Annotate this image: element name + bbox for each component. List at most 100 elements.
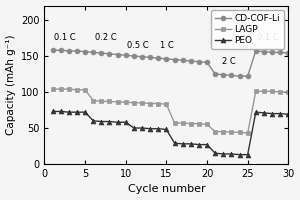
LAGP bbox=[205, 123, 209, 126]
PEO bbox=[140, 127, 144, 129]
LAGP bbox=[246, 132, 250, 134]
PEO bbox=[92, 120, 95, 122]
LAGP bbox=[286, 91, 290, 93]
CD-COF-Li bbox=[165, 58, 168, 60]
LAGP bbox=[262, 90, 266, 92]
PEO bbox=[254, 111, 258, 113]
PEO bbox=[75, 111, 79, 113]
CD-COF-Li bbox=[238, 75, 241, 77]
LAGP bbox=[51, 88, 54, 90]
PEO bbox=[262, 112, 266, 114]
LAGP bbox=[100, 100, 103, 103]
PEO bbox=[124, 121, 128, 123]
CD-COF-Li bbox=[213, 73, 217, 75]
CD-COF-Li bbox=[108, 53, 111, 55]
PEO bbox=[213, 152, 217, 154]
LAGP bbox=[213, 130, 217, 133]
PEO bbox=[67, 111, 71, 113]
CD-COF-Li bbox=[140, 55, 144, 58]
CD-COF-Li bbox=[148, 56, 152, 59]
LAGP bbox=[140, 102, 144, 104]
CD-COF-Li bbox=[67, 50, 71, 52]
CD-COF-Li bbox=[270, 51, 274, 54]
PEO bbox=[181, 143, 184, 145]
CD-COF-Li bbox=[157, 57, 160, 59]
LAGP bbox=[132, 102, 136, 104]
Text: 1 C: 1 C bbox=[160, 41, 174, 50]
PEO bbox=[286, 113, 290, 116]
CD-COF-Li bbox=[51, 49, 54, 51]
CD-COF-Li bbox=[262, 50, 266, 53]
LAGP bbox=[278, 91, 282, 93]
Legend: CD-COF-Li, LAGP, PEO: CD-COF-Li, LAGP, PEO bbox=[211, 10, 284, 49]
CD-COF-Li bbox=[254, 50, 258, 52]
LAGP bbox=[92, 99, 95, 102]
LAGP bbox=[165, 103, 168, 105]
LAGP bbox=[221, 130, 225, 133]
CD-COF-Li bbox=[221, 74, 225, 76]
PEO bbox=[270, 112, 274, 115]
CD-COF-Li bbox=[246, 75, 250, 77]
Text: 2 C: 2 C bbox=[222, 57, 236, 66]
Line: PEO: PEO bbox=[50, 109, 291, 157]
CD-COF-Li bbox=[59, 49, 62, 51]
CD-COF-Li bbox=[173, 58, 176, 61]
CD-COF-Li bbox=[189, 60, 193, 62]
PEO bbox=[189, 143, 193, 145]
PEO bbox=[173, 142, 176, 144]
PEO bbox=[83, 111, 87, 113]
LAGP bbox=[181, 122, 184, 124]
PEO bbox=[197, 143, 201, 146]
Line: LAGP: LAGP bbox=[50, 87, 291, 135]
LAGP bbox=[108, 100, 111, 103]
CD-COF-Li bbox=[278, 51, 282, 54]
PEO bbox=[165, 128, 168, 131]
CD-COF-Li bbox=[197, 61, 201, 63]
PEO bbox=[278, 112, 282, 115]
LAGP bbox=[189, 122, 193, 125]
CD-COF-Li bbox=[92, 51, 95, 54]
LAGP bbox=[59, 88, 62, 90]
X-axis label: Cycle number: Cycle number bbox=[128, 184, 205, 194]
LAGP bbox=[230, 131, 233, 134]
LAGP bbox=[173, 122, 176, 124]
Line: CD-COF-Li: CD-COF-Li bbox=[50, 48, 291, 79]
LAGP bbox=[116, 101, 119, 103]
PEO bbox=[108, 120, 111, 123]
PEO bbox=[132, 127, 136, 129]
LAGP bbox=[238, 131, 241, 134]
Text: 0.1 C: 0.1 C bbox=[54, 33, 76, 42]
CD-COF-Li bbox=[181, 59, 184, 62]
PEO bbox=[51, 110, 54, 113]
PEO bbox=[238, 153, 241, 156]
LAGP bbox=[67, 88, 71, 90]
PEO bbox=[205, 143, 209, 146]
LAGP bbox=[157, 102, 160, 105]
CD-COF-Li bbox=[230, 74, 233, 77]
Text: 0.5 C: 0.5 C bbox=[128, 41, 149, 50]
CD-COF-Li bbox=[205, 61, 209, 64]
PEO bbox=[59, 110, 62, 113]
PEO bbox=[221, 153, 225, 155]
CD-COF-Li bbox=[286, 52, 290, 54]
LAGP bbox=[254, 90, 258, 92]
CD-COF-Li bbox=[124, 54, 128, 56]
PEO bbox=[230, 153, 233, 155]
CD-COF-Li bbox=[132, 55, 136, 57]
LAGP bbox=[124, 101, 128, 103]
CD-COF-Li bbox=[116, 53, 119, 56]
PEO bbox=[100, 120, 103, 123]
Text: 0.1 C: 0.1 C bbox=[257, 33, 279, 42]
Y-axis label: Capacity (mAh g⁻¹): Capacity (mAh g⁻¹) bbox=[6, 35, 16, 135]
PEO bbox=[148, 128, 152, 130]
LAGP bbox=[83, 89, 87, 91]
LAGP bbox=[148, 102, 152, 105]
CD-COF-Li bbox=[100, 52, 103, 54]
CD-COF-Li bbox=[75, 50, 79, 52]
LAGP bbox=[270, 90, 274, 92]
PEO bbox=[157, 128, 160, 130]
PEO bbox=[246, 153, 250, 156]
Text: 0.2 C: 0.2 C bbox=[95, 33, 116, 42]
LAGP bbox=[75, 89, 79, 91]
LAGP bbox=[197, 122, 201, 125]
